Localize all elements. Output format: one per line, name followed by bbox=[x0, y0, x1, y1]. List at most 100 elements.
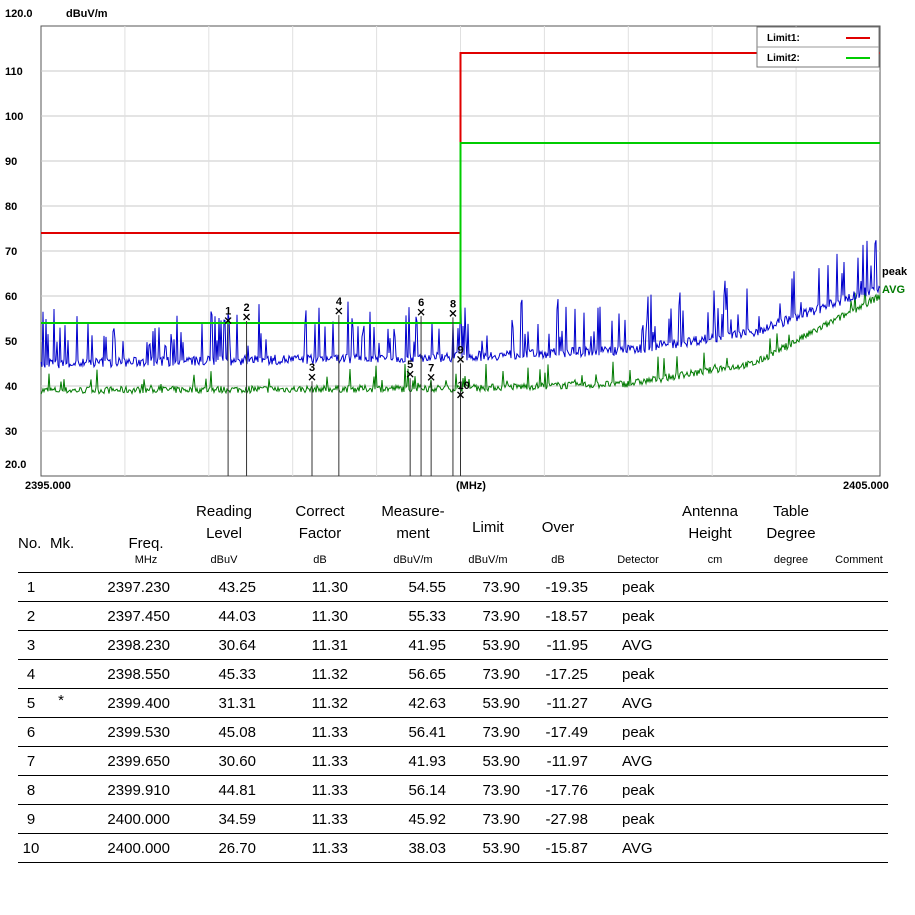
marker-label: 8 bbox=[450, 298, 456, 310]
header-correct-2: Factor bbox=[298, 525, 342, 542]
header-reading-2: Level bbox=[206, 525, 242, 542]
unit-antenna: cm bbox=[707, 554, 723, 566]
cell-reading: 26.70 bbox=[218, 840, 256, 857]
header-no: No. bbox=[18, 535, 42, 552]
header-measure-2: ment bbox=[396, 525, 430, 542]
y-tick-label: 80 bbox=[5, 201, 17, 213]
unit-over: dB bbox=[551, 554, 565, 566]
cell-over: -11.97 bbox=[546, 753, 588, 770]
cell-limit: 53.90 bbox=[482, 637, 520, 654]
cell-measure: 55.33 bbox=[408, 608, 446, 625]
cell-reading: 43.25 bbox=[218, 579, 256, 596]
cell-reading: 31.31 bbox=[218, 695, 256, 712]
header-antenna-1: Antenna bbox=[682, 503, 738, 520]
header-table-2: Degree bbox=[766, 525, 816, 542]
unit-comment: Comment bbox=[835, 554, 883, 566]
cell-reading: 44.81 bbox=[218, 782, 256, 799]
cell-no: 8 bbox=[26, 782, 36, 799]
marker-label: 10 bbox=[458, 380, 470, 392]
cell-reading: 45.08 bbox=[218, 724, 256, 741]
cell-reading: 34.59 bbox=[218, 811, 256, 828]
marker-x-icon bbox=[427, 373, 435, 381]
cell-detector: peak bbox=[622, 579, 655, 596]
cell-correct: 11.33 bbox=[311, 724, 348, 741]
cell-freq: 2399.910 bbox=[107, 782, 170, 799]
cell-freq: 2400.000 bbox=[107, 811, 170, 828]
cell-mk: * bbox=[58, 692, 64, 709]
cell-no: 9 bbox=[26, 811, 36, 828]
marker-x-icon bbox=[335, 307, 343, 315]
cell-detector: AVG bbox=[622, 840, 653, 857]
cell-limit: 73.90 bbox=[482, 782, 520, 799]
limit2-line bbox=[41, 142, 880, 324]
cell-limit: 73.90 bbox=[482, 666, 520, 683]
table-body: 1 2397.230 43.25 11.30 54.55 73.90 -19.35 peak 2… bbox=[18, 573, 888, 863]
marker-x-icon bbox=[417, 308, 425, 316]
cell-over: -17.25 bbox=[545, 666, 588, 683]
marker-label: 9 bbox=[458, 344, 464, 356]
y-min-label: 20.0 bbox=[5, 459, 26, 471]
cell-limit: 53.90 bbox=[482, 840, 520, 857]
table-row: 1 2397.230 43.25 11.30 54.55 73.90 -19.35 peak bbox=[18, 573, 888, 602]
cell-detector: peak bbox=[622, 666, 655, 683]
x-unit-label: (MHz) bbox=[456, 480, 486, 492]
cell-freq: 2398.230 bbox=[107, 637, 170, 654]
cell-measure: 42.63 bbox=[408, 695, 446, 712]
cell-limit: 73.90 bbox=[482, 811, 520, 828]
cell-no: 6 bbox=[26, 724, 36, 741]
cell-limit: 73.90 bbox=[482, 724, 520, 741]
cell-correct: 11.33 bbox=[311, 840, 348, 857]
marker-label: 1 bbox=[225, 306, 231, 318]
cell-correct: 11.33 bbox=[311, 811, 348, 828]
header-freq: Freq. bbox=[128, 535, 164, 552]
cell-over: -11.95 bbox=[546, 637, 588, 654]
cell-freq: 2397.230 bbox=[107, 579, 170, 596]
table-row: 5 * 2399.400 31.31 11.32 42.63 53.90 -11.27 AVG bbox=[18, 689, 888, 718]
cell-over: -17.76 bbox=[545, 782, 588, 799]
cell-limit: 53.90 bbox=[482, 695, 520, 712]
header-correct-1: Correct bbox=[295, 503, 345, 520]
y-tick-label: 50 bbox=[5, 336, 17, 348]
marker-label: 4 bbox=[336, 296, 343, 308]
cell-no: 3 bbox=[26, 637, 36, 654]
legend-limit1-label: Limit1: bbox=[767, 33, 800, 44]
cell-detector: peak bbox=[622, 724, 655, 741]
cell-detector: peak bbox=[622, 608, 655, 625]
marker-label: 5 bbox=[407, 359, 413, 371]
cell-reading: 30.60 bbox=[218, 753, 256, 770]
cell-reading: 44.03 bbox=[218, 608, 256, 625]
marker-label: 6 bbox=[418, 297, 424, 309]
header-over: Over bbox=[541, 519, 575, 536]
cell-over: -27.98 bbox=[545, 811, 588, 828]
table-row: 6 2399.530 45.08 11.33 56.41 73.90 -17.49 peak bbox=[18, 718, 888, 747]
y-tick-label: 40 bbox=[5, 381, 17, 393]
y-tick-label: 70 bbox=[5, 246, 17, 258]
cell-freq: 2399.650 bbox=[107, 753, 170, 770]
cell-measure: 38.03 bbox=[408, 840, 446, 857]
cell-detector: AVG bbox=[622, 695, 653, 712]
cell-measure: 41.95 bbox=[408, 637, 446, 654]
cell-correct: 11.32 bbox=[311, 666, 348, 683]
cell-no: 10 bbox=[22, 840, 40, 857]
cell-measure: 56.65 bbox=[408, 666, 446, 683]
table-header: No. Mk. Freq. Reading Level Correct Fact… bbox=[18, 495, 888, 573]
cell-over: -11.27 bbox=[546, 695, 588, 712]
table-row: 3 2398.230 30.64 11.31 41.95 53.90 -11.95 AVG bbox=[18, 631, 888, 660]
cell-correct: 11.30 bbox=[311, 579, 348, 596]
table-row: 10 2400.000 26.70 11.33 38.03 53.90 -15.87 AVG bbox=[18, 834, 888, 863]
cell-reading: 30.64 bbox=[218, 637, 256, 654]
peak-trace-label: peak bbox=[882, 266, 908, 278]
cell-over: -18.57 bbox=[545, 608, 588, 625]
cell-correct: 11.32 bbox=[311, 695, 348, 712]
marker-x-icon bbox=[243, 313, 251, 321]
header-limit: Limit bbox=[472, 519, 504, 536]
cell-measure: 56.41 bbox=[408, 724, 446, 741]
cell-limit: 53.90 bbox=[482, 753, 520, 770]
cell-limit: 73.90 bbox=[482, 579, 520, 596]
unit-correct: dB bbox=[313, 554, 327, 566]
y-tick-label: 90 bbox=[5, 156, 17, 168]
cell-no: 2 bbox=[26, 608, 36, 625]
cell-reading: 45.33 bbox=[218, 666, 256, 683]
cell-no: 7 bbox=[26, 753, 36, 770]
cell-measure: 45.92 bbox=[408, 811, 446, 828]
